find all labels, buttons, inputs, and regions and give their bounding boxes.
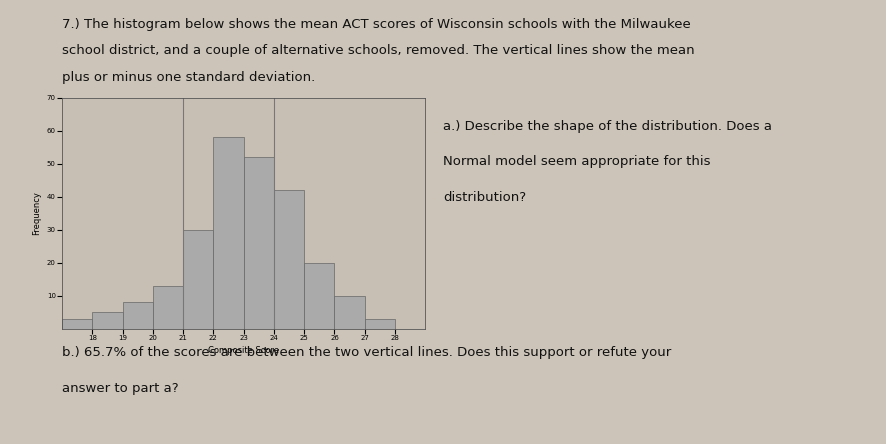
Bar xyxy=(274,190,304,329)
Y-axis label: Frequency: Frequency xyxy=(32,191,42,235)
Bar xyxy=(335,296,365,329)
Bar xyxy=(365,319,395,329)
Text: answer to part a?: answer to part a? xyxy=(62,382,179,395)
Bar xyxy=(244,157,274,329)
Text: distribution?: distribution? xyxy=(443,191,526,204)
Bar xyxy=(92,312,122,329)
Text: school district, and a couple of alternative schools, removed. The vertical line: school district, and a couple of alterna… xyxy=(62,44,695,57)
Bar xyxy=(183,230,214,329)
Text: b.) 65.7% of the scores are between the two vertical lines. Does this support or: b.) 65.7% of the scores are between the … xyxy=(62,346,672,359)
Text: a.) Describe the shape of the distribution. Does a: a.) Describe the shape of the distributi… xyxy=(443,120,772,133)
Text: plus or minus one standard deviation.: plus or minus one standard deviation. xyxy=(62,71,315,84)
Bar xyxy=(153,285,183,329)
Bar xyxy=(304,262,335,329)
X-axis label: Composite Score: Composite Score xyxy=(208,346,279,355)
Bar xyxy=(62,319,92,329)
Text: 7.) The histogram below shows the mean ACT scores of Wisconsin schools with the : 7.) The histogram below shows the mean A… xyxy=(62,18,691,31)
Text: Normal model seem appropriate for this: Normal model seem appropriate for this xyxy=(443,155,711,168)
Bar xyxy=(214,137,244,329)
Bar xyxy=(122,302,153,329)
